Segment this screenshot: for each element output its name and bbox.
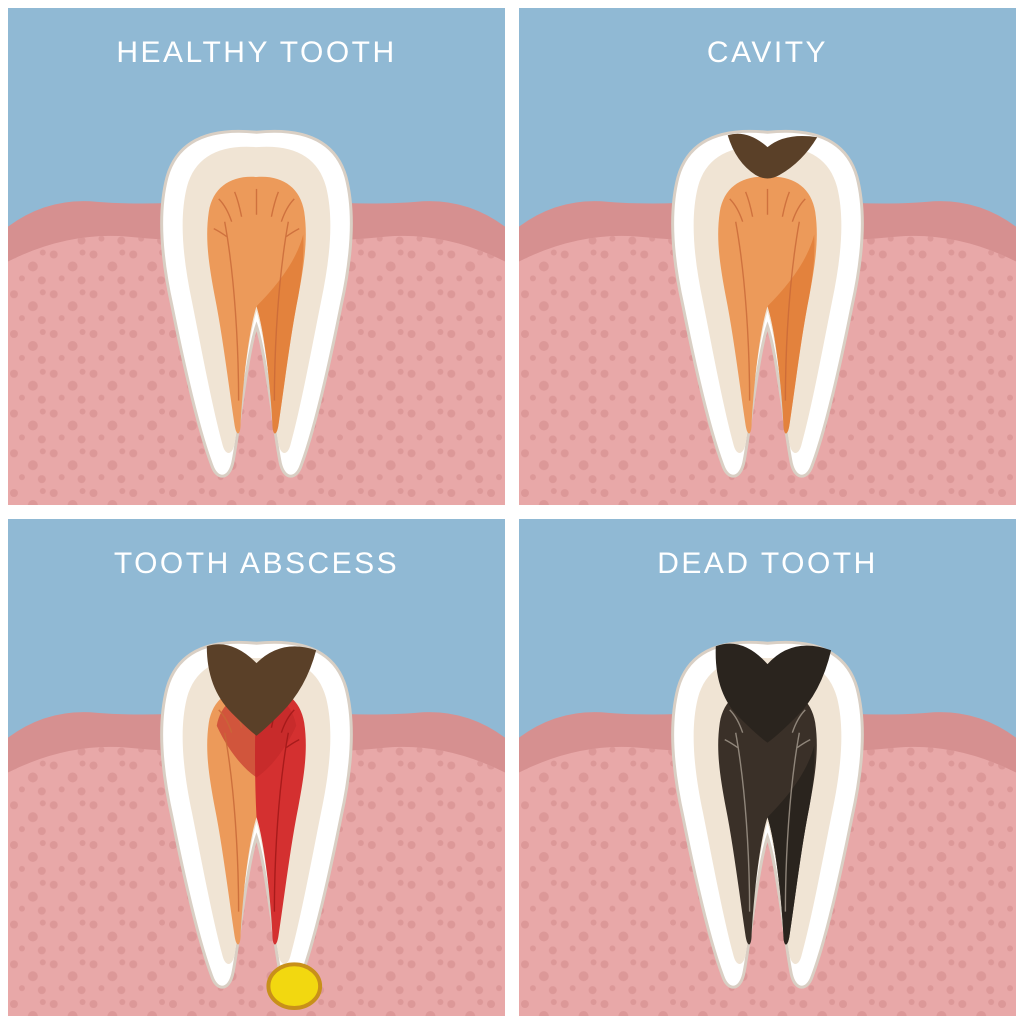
panel-title: HEALTHY TOOTH [8,36,505,70]
panel-title: TOOTH ABSCESS [8,547,505,581]
tooth-illustration-abscess [8,519,505,1016]
panel-title: DEAD TOOTH [519,547,1016,581]
panel-title: CAVITY [519,36,1016,70]
tooth-illustration-dead [519,519,1016,1016]
tooth-illustration-cavity [519,8,1016,505]
panel-healthy: HEALTHY TOOTH [8,8,505,505]
panel-cavity: CAVITY [519,8,1016,505]
infographic-grid: HEALTHY TOOTH [0,0,1024,1024]
tooth-illustration-healthy [8,8,505,505]
panel-dead: DEAD TOOTH [519,519,1016,1016]
panel-abscess: TOOTH ABSCESS [8,519,505,1016]
